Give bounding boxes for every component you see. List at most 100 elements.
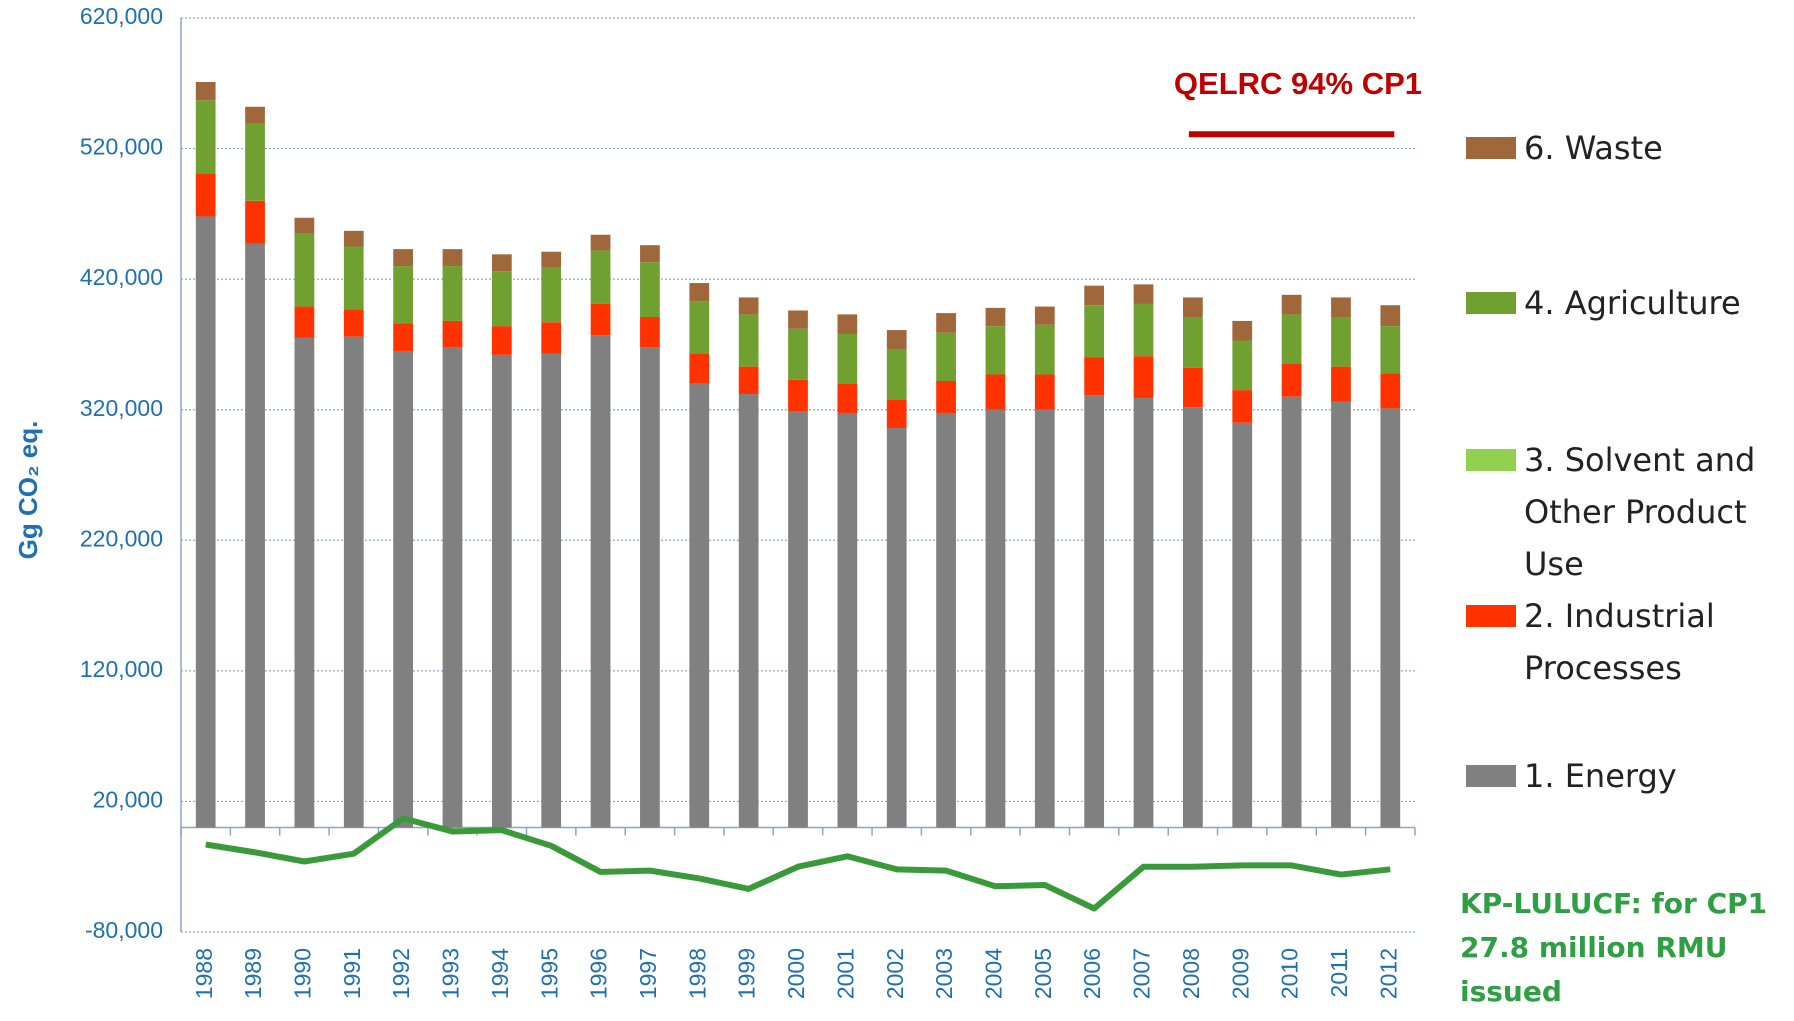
bar-segment	[1331, 366, 1351, 402]
bar-segment	[985, 326, 1006, 375]
bar-segment	[343, 246, 364, 310]
bar-segment	[837, 333, 858, 384]
bar-segment	[491, 326, 512, 355]
bar-segment	[1183, 317, 1203, 368]
bar-segment	[343, 230, 364, 247]
bar-segment	[738, 297, 759, 315]
bar-segment	[1331, 401, 1351, 828]
bar-segment	[294, 233, 315, 307]
x-tick-label: 1997	[635, 948, 661, 999]
bar-segment	[1084, 395, 1105, 828]
x-tick-label: 1988	[191, 948, 217, 999]
x-tick-label: 1996	[586, 948, 612, 999]
bar-segment	[195, 81, 216, 101]
x-tick-label: 2009	[1227, 948, 1253, 999]
legend-swatch	[1466, 292, 1516, 314]
bar-segment	[491, 254, 512, 272]
bar-segment	[393, 350, 413, 828]
bar-segment	[1232, 340, 1253, 391]
y-tick-label: 20,000	[93, 787, 163, 813]
bar-segment	[738, 394, 759, 828]
x-tick-label: 2007	[1129, 948, 1155, 999]
note: KP-LULUCF: for CP1 27.8 million RMU issu…	[1460, 887, 1768, 1008]
bar-segment	[689, 383, 710, 828]
x-tick-label: 2010	[1277, 948, 1303, 999]
bar-segment	[936, 332, 956, 381]
bar-segment	[1133, 284, 1154, 304]
x-tick-label: 2000	[783, 948, 809, 999]
x-tick-label: 1992	[388, 948, 414, 999]
bar-segment	[640, 317, 660, 348]
bar-segment	[886, 330, 907, 350]
bar-segment	[1232, 390, 1253, 423]
x-tick-label: 2001	[832, 948, 858, 999]
bar-segment	[195, 173, 216, 217]
bar-segment	[1232, 422, 1253, 828]
bar-segment	[343, 309, 364, 337]
legend-label: 6. Waste	[1524, 129, 1663, 167]
x-tick-label: 1998	[684, 948, 710, 999]
bar-segment	[491, 354, 512, 828]
bar-segment	[640, 245, 660, 263]
x-tick-label: 2011	[1326, 948, 1352, 997]
bar-segment	[245, 106, 265, 124]
bar-segment	[442, 347, 463, 828]
bar-segment	[640, 347, 660, 828]
legend-swatch	[1466, 137, 1516, 159]
bar-segment	[1133, 356, 1154, 398]
bar-segment	[985, 307, 1006, 327]
x-tick-label: 2004	[981, 948, 1007, 999]
bar-segment	[541, 353, 562, 828]
bar-segment	[886, 399, 907, 428]
bar-segment	[590, 250, 611, 304]
bar-segment	[442, 249, 463, 267]
x-tick-label: 1991	[339, 948, 365, 999]
bar-segment	[491, 271, 512, 327]
x-tick-label: 1994	[487, 948, 513, 999]
bar-segment	[738, 314, 759, 367]
bar-segment	[689, 283, 710, 302]
bar-segment	[294, 337, 315, 828]
bar-segment	[1281, 294, 1302, 315]
bar-segment	[245, 243, 265, 828]
legend-label: 3. Solvent and Other Product Use	[1524, 441, 1756, 583]
bar-segment	[1380, 326, 1401, 374]
lulucf-line	[205, 815, 1391, 912]
y-tick-label: 420,000	[80, 264, 163, 290]
bar-segment	[590, 234, 611, 251]
bar-segment	[1034, 306, 1055, 325]
bar-segment	[1183, 297, 1203, 318]
x-tick-label: 1990	[289, 948, 315, 999]
bar-segment	[1380, 408, 1401, 828]
bar-segment	[788, 379, 808, 412]
bar-segment	[788, 328, 808, 380]
bar-segment	[1034, 374, 1055, 410]
bar-segment	[1084, 357, 1105, 396]
legend-swatch	[1466, 765, 1516, 787]
bar-segment	[442, 266, 463, 321]
x-tick-label: 1993	[438, 948, 464, 999]
bar-segment	[1380, 305, 1401, 327]
bar-segment	[1380, 373, 1401, 409]
qelrc-label: QELRC 94% CP1	[1174, 66, 1422, 101]
legend-entry: 3. Solvent and Other Product Use	[1466, 434, 1786, 590]
x-tick-label: 1989	[240, 948, 266, 999]
bar-segment	[640, 262, 660, 318]
bar-segment	[541, 322, 562, 354]
x-tick-label: 2012	[1375, 948, 1401, 999]
bar-segment	[590, 303, 611, 336]
bar-segment	[936, 313, 956, 333]
y-tick-label: 520,000	[80, 134, 163, 160]
bar-segment	[788, 411, 808, 828]
bar-segment	[837, 413, 858, 828]
legend-label: 2. Industrial Processes	[1524, 597, 1715, 687]
bar-segment	[1034, 324, 1055, 375]
legend-entry: 6. Waste	[1466, 122, 1786, 174]
bar-segment	[1084, 285, 1105, 306]
y-tick-label: 320,000	[80, 395, 163, 421]
bar-segment	[442, 320, 463, 348]
legend-swatch	[1466, 605, 1516, 627]
bar-segment	[738, 366, 759, 395]
